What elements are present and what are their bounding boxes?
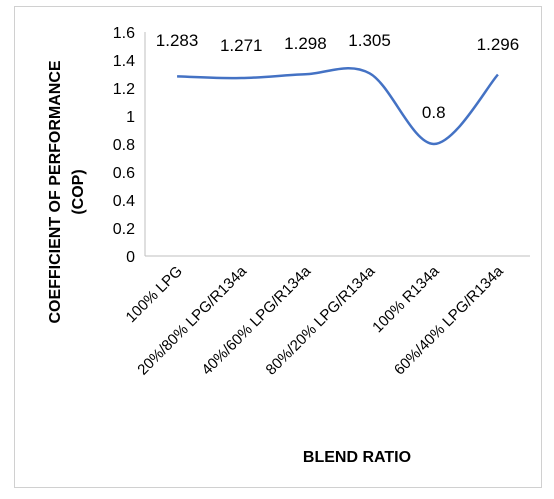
x-tick-label: 60%/40% LPG/R134a — [391, 262, 507, 378]
y-tick-label: 0.8 — [113, 137, 135, 154]
y-axis-title-line2: (COP) — [70, 169, 87, 214]
x-tick-label: 20%/80% LPG/R134a — [134, 262, 250, 378]
y-tick-label: 0.6 — [113, 165, 135, 182]
data-label: 1.298 — [284, 34, 327, 53]
x-tick-label: 100% LPG — [123, 263, 186, 326]
y-tick-labels: 0 0.2 0.4 0.6 0.8 1 1.2 1.4 1.6 — [113, 25, 135, 266]
y-tick-label: 1 — [126, 109, 135, 126]
y-axis-title-line1: COEFFICIENT OF PERFORMANCE — [47, 60, 64, 323]
y-tick-label: 0.4 — [113, 193, 135, 210]
y-tick-label: 0.2 — [113, 221, 135, 238]
series-line-cop — [177, 66, 499, 146]
data-label: 1.271 — [220, 36, 263, 55]
y-tick-label: 1.6 — [113, 25, 135, 42]
data-label: 1.296 — [477, 35, 520, 54]
data-label: 1.283 — [156, 31, 199, 50]
y-tick-label: 1.4 — [113, 53, 135, 70]
y-axis-title: COEFFICIENT OF PERFORMANCE (COP) — [47, 60, 87, 323]
data-label: 1.305 — [348, 31, 391, 50]
y-tick-label: 1.2 — [113, 81, 135, 98]
chart-frame — [14, 6, 542, 488]
data-labels: 1.283 1.271 1.298 1.305 0.8 1.296 — [156, 31, 519, 122]
x-axis-title: BLEND RATIO — [303, 449, 411, 466]
y-tick-label: 0 — [126, 249, 135, 266]
x-tick-label: 80%/20% LPG/R134a — [263, 262, 379, 378]
data-label: 0.8 — [422, 103, 446, 122]
x-tick-label: 40%/60% LPG/R134a — [198, 262, 314, 378]
